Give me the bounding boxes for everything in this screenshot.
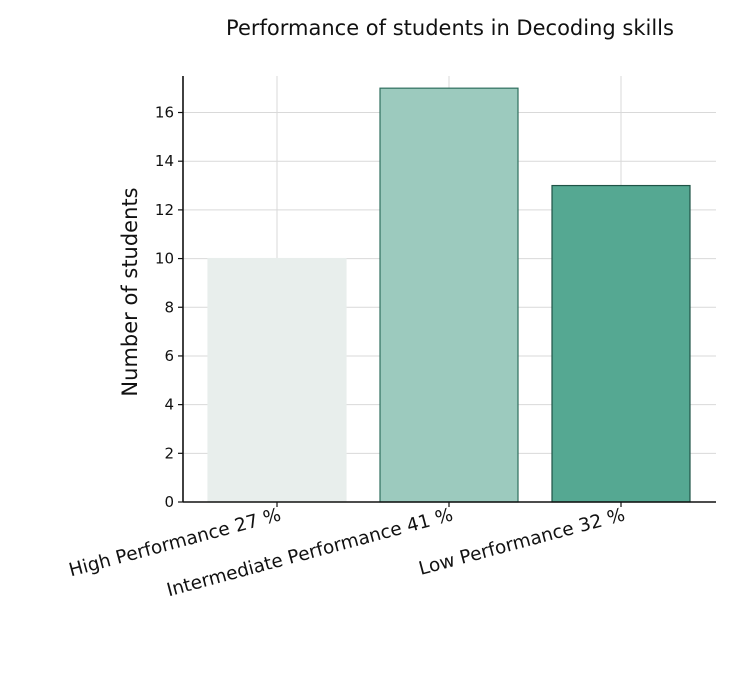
y-tick-label: 8 [164, 298, 174, 316]
y-tick-labels: 0 2 4 6 8 10 12 14 16 [155, 104, 174, 511]
chart-title: Performance of students in Decoding skil… [226, 16, 674, 40]
bar [551, 184, 691, 503]
y-tick-label: 16 [155, 104, 174, 122]
y-tick-label: 2 [164, 444, 174, 462]
y-tick-label: 6 [164, 347, 174, 365]
x-tick-labels: High Performance 27 %Intermediate Perfor… [67, 505, 628, 602]
x-tick-label: Intermediate Performance 41 % [165, 505, 456, 602]
bar [379, 87, 519, 503]
bar [207, 257, 347, 503]
y-axis-title: Number of students [118, 187, 142, 396]
y-tick-label: 10 [155, 250, 174, 268]
bars [207, 87, 691, 503]
y-tick-label: 4 [164, 396, 174, 414]
axes [178, 76, 716, 507]
y-tick-label: 14 [155, 152, 174, 170]
y-tick-label: 12 [155, 201, 174, 219]
y-tick-label: 0 [164, 493, 174, 511]
